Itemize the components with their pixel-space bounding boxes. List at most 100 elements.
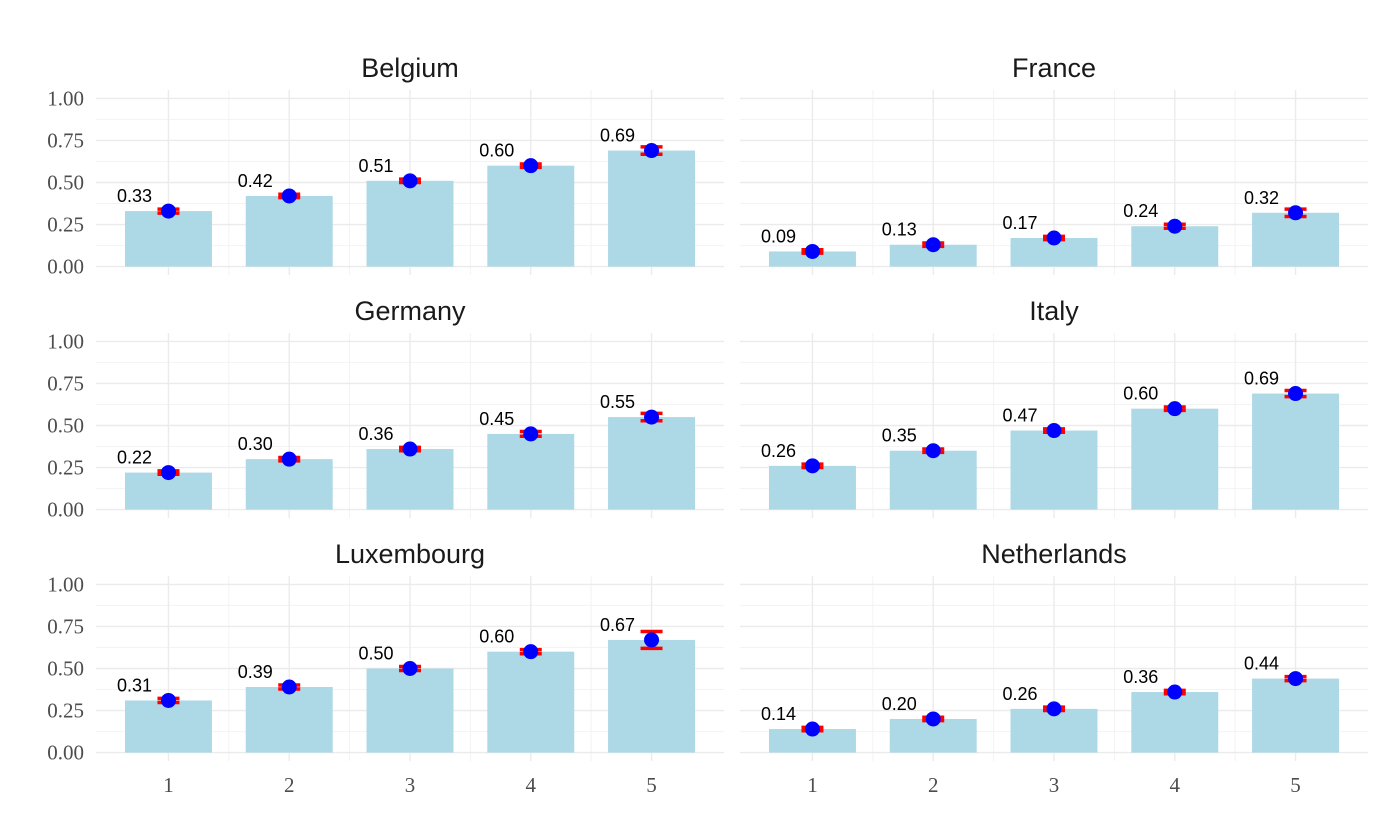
panel-title: Netherlands (981, 539, 1127, 569)
data-point (160, 203, 176, 219)
data-point (804, 458, 820, 474)
bar (1131, 408, 1219, 510)
y-tick-label: 0.25 (47, 699, 84, 723)
bar (608, 639, 696, 753)
bar (889, 244, 977, 267)
panel-belgium: Belgium 0.00 0.25 0.50 0.75 1.00 0.33 0.42 0.51 0… (47, 53, 724, 279)
data-point (804, 243, 820, 259)
data-label: 0.67 (600, 615, 635, 635)
data-label: 0.47 (1002, 406, 1037, 426)
data-label: 0.22 (117, 448, 152, 468)
data-label: 0.51 (358, 156, 393, 176)
bar (1252, 212, 1340, 267)
data-label: 0.33 (117, 186, 152, 206)
data-label: 0.55 (600, 392, 635, 412)
y-tick-label: 0.75 (47, 614, 84, 638)
data-point (160, 692, 176, 708)
bar (487, 165, 575, 267)
data-label: 0.26 (1002, 684, 1037, 704)
data-label: 0.31 (117, 675, 152, 695)
data-point (1046, 230, 1062, 246)
y-tick-label: 0.25 (47, 456, 84, 480)
panel-title: Italy (1029, 296, 1079, 326)
bar (1010, 430, 1098, 510)
bar (245, 459, 333, 510)
x-tick-label: 1 (163, 773, 174, 797)
data-point (1288, 205, 1304, 221)
data-point (523, 644, 539, 660)
data-point (644, 632, 660, 648)
bar (124, 211, 212, 267)
y-tick-label: 1.00 (47, 572, 84, 596)
y-tick-label: 0.25 (47, 213, 84, 237)
bar (889, 450, 977, 510)
x-tick-label: 2 (284, 773, 295, 797)
x-tick-label: 2 (928, 773, 939, 797)
data-point (402, 441, 418, 457)
y-tick-label: 0.50 (47, 414, 84, 438)
bar (1252, 393, 1340, 510)
data-label: 0.69 (600, 126, 635, 146)
data-point (523, 158, 539, 174)
bar (608, 417, 696, 510)
panel-title: France (1012, 53, 1096, 83)
data-label: 0.50 (358, 644, 393, 664)
data-point (160, 465, 176, 481)
data-point (281, 451, 297, 467)
panel-title: Belgium (361, 53, 459, 83)
data-point (925, 237, 941, 253)
y-tick-label: 0.75 (47, 128, 84, 152)
panel-france: France 0.09 0.13 0.17 0.24 0.32 (740, 53, 1368, 275)
panel-title: Germany (354, 296, 466, 326)
data-label: 0.30 (238, 434, 273, 454)
bar (366, 668, 454, 753)
y-tick-label: 0.50 (47, 657, 84, 681)
data-label: 0.42 (238, 171, 273, 191)
x-tick-label: 4 (1170, 773, 1181, 797)
y-tick-label: 1.00 (47, 86, 84, 110)
data-point (644, 143, 660, 159)
data-point (804, 721, 820, 737)
bar (768, 251, 856, 267)
x-tick-label: 5 (646, 773, 657, 797)
x-tick-label: 1 (807, 773, 818, 797)
bar (768, 729, 856, 753)
data-label: 0.69 (1244, 369, 1279, 389)
y-tick-label: 0.00 (47, 498, 84, 522)
data-point (1046, 701, 1062, 717)
data-point (644, 409, 660, 425)
x-tick-label: 5 (1290, 773, 1301, 797)
panel-germany: Germany 0.00 0.25 0.50 0.75 1.00 0.22 0.30 0.36 0… (47, 296, 724, 522)
bar (1131, 692, 1219, 753)
data-point (402, 173, 418, 189)
data-label: 0.60 (1123, 384, 1158, 404)
data-label: 0.20 (882, 694, 917, 714)
data-label: 0.24 (1123, 201, 1158, 221)
data-point (1046, 423, 1062, 439)
panel-netherlands: Netherlands 1 2 3 4 5 0.14 0.20 0.26 0.36 0.44 (740, 539, 1368, 797)
data-label: 0.60 (479, 627, 514, 647)
bar (608, 150, 696, 267)
data-point (281, 679, 297, 695)
y-tick-label: 1.00 (47, 329, 84, 353)
data-point (1167, 401, 1183, 417)
bar (245, 687, 333, 753)
panel-luxembourg: Luxembourg 0.00 0.25 0.50 0.75 1.00 1 2 3 4 5 0.31 0… (47, 539, 724, 797)
data-label: 0.26 (761, 441, 796, 461)
data-point (523, 426, 539, 442)
data-label: 0.09 (761, 226, 796, 246)
bar (124, 700, 212, 753)
bar (366, 180, 454, 267)
data-point (1288, 386, 1304, 402)
y-tick-label: 0.50 (47, 171, 84, 195)
panel-italy: Italy 0.26 0.35 0.47 0.60 0.69 (740, 296, 1368, 518)
y-tick-label: 0.00 (47, 255, 84, 279)
panel-title: Luxembourg (335, 539, 485, 569)
data-label: 0.44 (1244, 654, 1279, 674)
data-point (925, 443, 941, 459)
x-tick-label: 4 (526, 773, 537, 797)
bar (487, 651, 575, 753)
data-label: 0.17 (1002, 213, 1037, 233)
bar (245, 195, 333, 267)
